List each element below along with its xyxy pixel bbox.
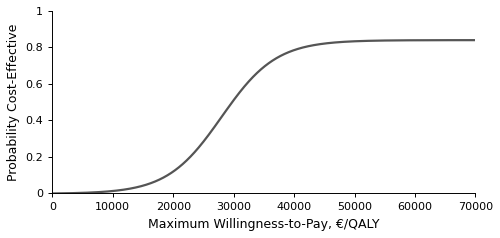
X-axis label: Maximum Willingness-to-Pay, €/QALY: Maximum Willingness-to-Pay, €/QALY — [148, 218, 380, 231]
Y-axis label: Probability Cost-Effective: Probability Cost-Effective — [7, 24, 20, 181]
